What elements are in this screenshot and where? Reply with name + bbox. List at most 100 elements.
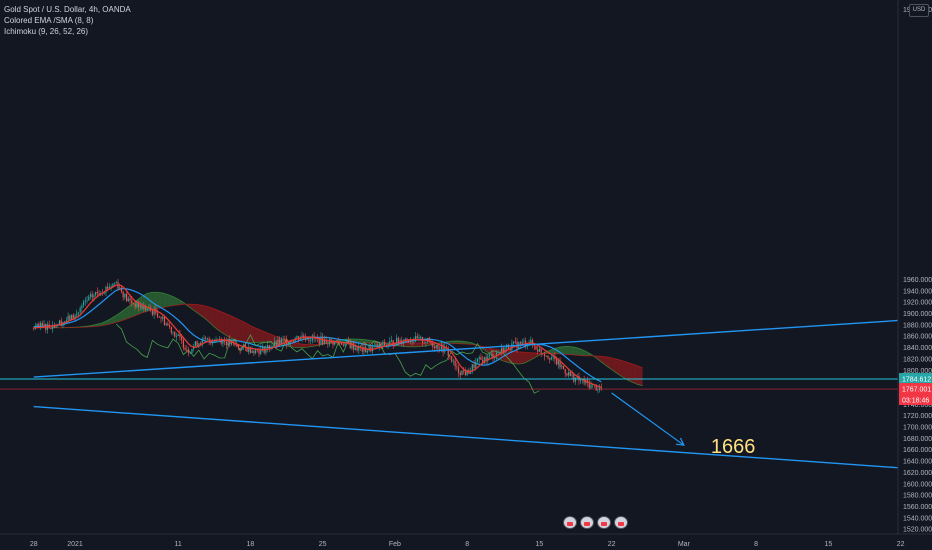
candle-body: [275, 341, 277, 346]
projection-arrow-head[interactable]: [675, 437, 685, 446]
candle-body: [132, 303, 135, 304]
candle-body: [241, 346, 243, 350]
candle-body: [328, 339, 331, 345]
cloud-segment: [523, 352, 530, 364]
cloud-segment: [152, 292, 158, 310]
candle-body: [466, 369, 468, 376]
projection-arrow-shaft[interactable]: [611, 392, 685, 446]
candle-body: [320, 336, 322, 344]
cloud-segment: [549, 348, 555, 354]
candle-body: [79, 307, 81, 313]
candle-body: [301, 335, 303, 339]
cloud-segment: [162, 293, 168, 308]
candle-body: [492, 354, 494, 359]
cloud-segment: [529, 352, 535, 361]
event-flag-icon[interactable]: [563, 516, 577, 529]
cloud-segment: [147, 292, 153, 312]
y-tick-label: 1720.000: [903, 413, 932, 420]
currency-badge[interactable]: USD: [909, 4, 929, 17]
candle-body: [120, 287, 123, 292]
candle-body: [392, 340, 394, 346]
cloud-segment: [265, 332, 272, 343]
y-tick-label: 1580.000: [903, 493, 932, 500]
candle-body: [535, 346, 537, 350]
candle-body: [280, 339, 283, 344]
candle-body: [523, 340, 525, 342]
candle-body: [449, 355, 451, 357]
candle-body: [451, 356, 453, 362]
cloud-segment: [167, 294, 174, 307]
candle-body: [507, 344, 510, 350]
candle-body: [377, 344, 379, 348]
cloud-segment: [575, 347, 581, 356]
candle-body: [189, 352, 191, 354]
candle-body: [590, 384, 592, 389]
candle-body: [177, 334, 179, 336]
candle-body: [179, 334, 181, 337]
cloud-segment: [136, 296, 143, 316]
candle-body: [289, 340, 291, 344]
candle-body: [497, 352, 499, 354]
candle-body: [358, 346, 360, 351]
candle-body: [124, 293, 126, 298]
candle-body: [182, 339, 184, 348]
candle-body: [475, 361, 477, 368]
candle-body: [284, 338, 286, 340]
candle-body: [237, 345, 240, 348]
candle-body: [96, 291, 98, 293]
candle-body: [43, 323, 45, 326]
candle-body: [330, 339, 332, 341]
candle-body: [559, 360, 561, 368]
candle-body: [459, 372, 461, 376]
event-flag-icon[interactable]: [597, 516, 611, 529]
current-price-tag-bg: [899, 383, 932, 395]
x-tick-label: 2021: [67, 541, 83, 548]
candle-body: [471, 364, 473, 371]
candle-body: [136, 301, 138, 307]
cloud-segment: [358, 339, 364, 344]
candle-body: [172, 331, 174, 333]
candle-body: [287, 343, 289, 345]
trendlines[interactable]: [33, 319, 901, 469]
candle-body: [292, 341, 295, 342]
candle-body: [353, 343, 355, 350]
candle-body: [423, 342, 425, 344]
legend-symbol[interactable]: Gold Spot / U.S. Dollar, 4h, OANDA: [4, 5, 131, 14]
trendline-1[interactable]: [33, 319, 901, 378]
candle-body: [249, 346, 252, 353]
cloud-segment: [204, 305, 210, 323]
candle-body: [413, 341, 415, 343]
candle-body: [81, 305, 83, 308]
candle-body: [125, 293, 128, 302]
candle-body: [76, 313, 78, 316]
candle-body: [199, 343, 202, 345]
cloud-segment: [296, 343, 303, 348]
candle-body: [473, 364, 475, 368]
projection-arrow[interactable]: 1666: [611, 392, 756, 458]
candle-body: [487, 356, 489, 362]
y-tick-label: 1820.000: [903, 356, 932, 363]
candle-body: [232, 341, 234, 343]
y-tick-label: 1680.000: [903, 436, 932, 443]
candle-body: [225, 341, 227, 346]
cloud-segment: [627, 362, 633, 383]
candle-body: [251, 350, 253, 353]
event-flag-icon[interactable]: [614, 516, 628, 529]
price-axis[interactable]: [898, 0, 932, 550]
candle-body: [168, 325, 171, 327]
event-flag-icon[interactable]: [580, 516, 594, 529]
candle-body: [163, 317, 166, 326]
cloud-segment: [219, 310, 225, 335]
legend-ichimoku[interactable]: Ichimoku (9, 26, 52, 26): [4, 27, 89, 36]
candle-body: [411, 341, 413, 343]
candle-body: [580, 380, 582, 381]
candle-body: [478, 357, 480, 360]
y-tick-label: 1540.000: [903, 515, 932, 522]
legend-ema[interactable]: Colored EMA /SMA (8, 8): [4, 16, 94, 25]
candle-body: [537, 349, 539, 352]
candle-body: [70, 314, 73, 321]
trendline-2[interactable]: [33, 405, 901, 469]
candle-body: [573, 374, 575, 382]
